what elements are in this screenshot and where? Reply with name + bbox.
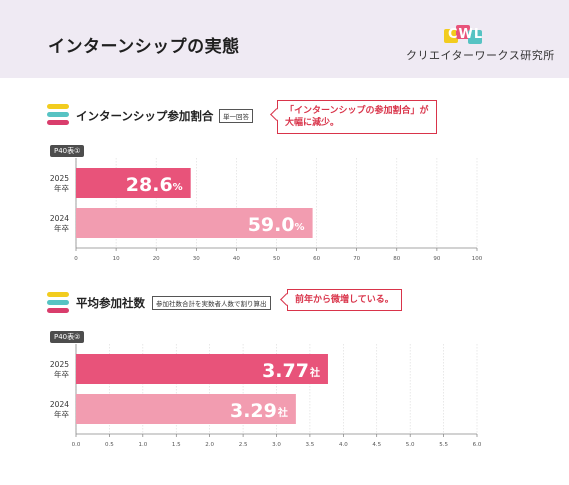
logo-mark-text: CWL [448,27,484,42]
x-tick-label: 30 [193,256,200,262]
data-label-value: 28.6 [126,174,173,196]
category-label-year: 2025 [50,360,69,369]
x-tick-label: 70 [353,256,360,262]
section2-tag: 参加社数合計を実数者人数で割り算出 [152,296,271,310]
x-tick-label: 4.0 [339,442,348,448]
section1-legend-icon [47,104,69,125]
section1-callout-line2: 大幅に減少。 [285,118,340,129]
x-tick-label: 20 [153,256,160,262]
category-label-year: 2024 [50,400,69,409]
bar-2024 [76,208,313,238]
section1-callout: 「インターンシップの参加割合」が 大幅に減少。 [270,100,437,135]
logo-mark: CWL [444,25,486,47]
section1-table-label: P40表① [50,145,85,157]
x-tick-label: 2.0 [205,442,214,448]
x-tick-label: 4.5 [372,442,381,448]
x-tick-label: 1.5 [172,442,181,448]
bar-2025 [76,168,191,198]
data-label-unit: 社 [277,406,288,419]
data-label-unit: 社 [309,366,320,379]
x-tick-label: 2.5 [239,442,248,448]
x-tick-label: 90 [433,256,440,262]
data-label-unit: % [173,182,183,193]
data-label-value: 3.77 [262,360,309,382]
section2-callout-line1: 前年から微増している。 [295,295,394,305]
x-tick-label: 0.5 [105,442,114,448]
x-tick-label: 6.0 [473,442,482,448]
logo-text: クリエイターワークス研究所 [406,49,555,62]
section2-legend-icon [47,292,69,313]
data-label-value: 59.0 [248,214,295,236]
section2-callout: 前年から微増している。 [280,289,402,312]
x-tick-label: 80 [393,256,400,262]
section1-callout-line1: 「インターンシップの参加割合」が [285,106,429,116]
cwl-logo: CWL クリエイターワークス研究所 [404,25,554,67]
x-tick-label: 5.0 [406,442,415,448]
data-label-unit: % [295,222,305,233]
x-tick-label: 10 [113,256,120,262]
category-label-year: 2024 [50,214,69,223]
section1-tag: 単一回答 [219,109,253,123]
x-tick-label: 50 [273,256,280,262]
bar-2025 [76,354,328,384]
average-companies-chart: 0.0 0.5 1.0 1.5 2.0 2.5 3.0 3.5 4.0 4.5 5.0 5.5 6.0 2… [50,344,482,448]
category-label-suffix: 年卒 [54,183,69,193]
x-tick-label: 3.0 [272,442,281,448]
section1-title: インターンシップ参加割合 [76,109,214,123]
x-tick-label: 60 [313,256,320,262]
x-tick-label: 1.0 [138,442,147,448]
category-label-suffix: 年卒 [54,223,69,233]
category-label-year: 2025 [50,174,69,183]
bar-2024 [76,394,296,424]
x-tick-label: 0.0 [72,442,81,448]
x-tick-label: 5.5 [439,442,448,448]
x-tick-label: 3.5 [306,442,315,448]
section2-title: 平均参加社数 [76,296,145,310]
x-tick-label: 100 [472,256,483,262]
page-title: インターンシップの実態 [48,37,240,57]
section2-table-label: P40表② [50,331,85,343]
x-tick-label: 40 [233,256,240,262]
category-label-suffix: 年卒 [54,369,69,379]
data-label-value: 3.29 [230,400,277,422]
page-header: インターンシップの実態 CWL クリエイターワークス研究所 [0,0,569,78]
x-tick-label: 0 [74,256,78,262]
category-label-suffix: 年卒 [54,409,69,419]
